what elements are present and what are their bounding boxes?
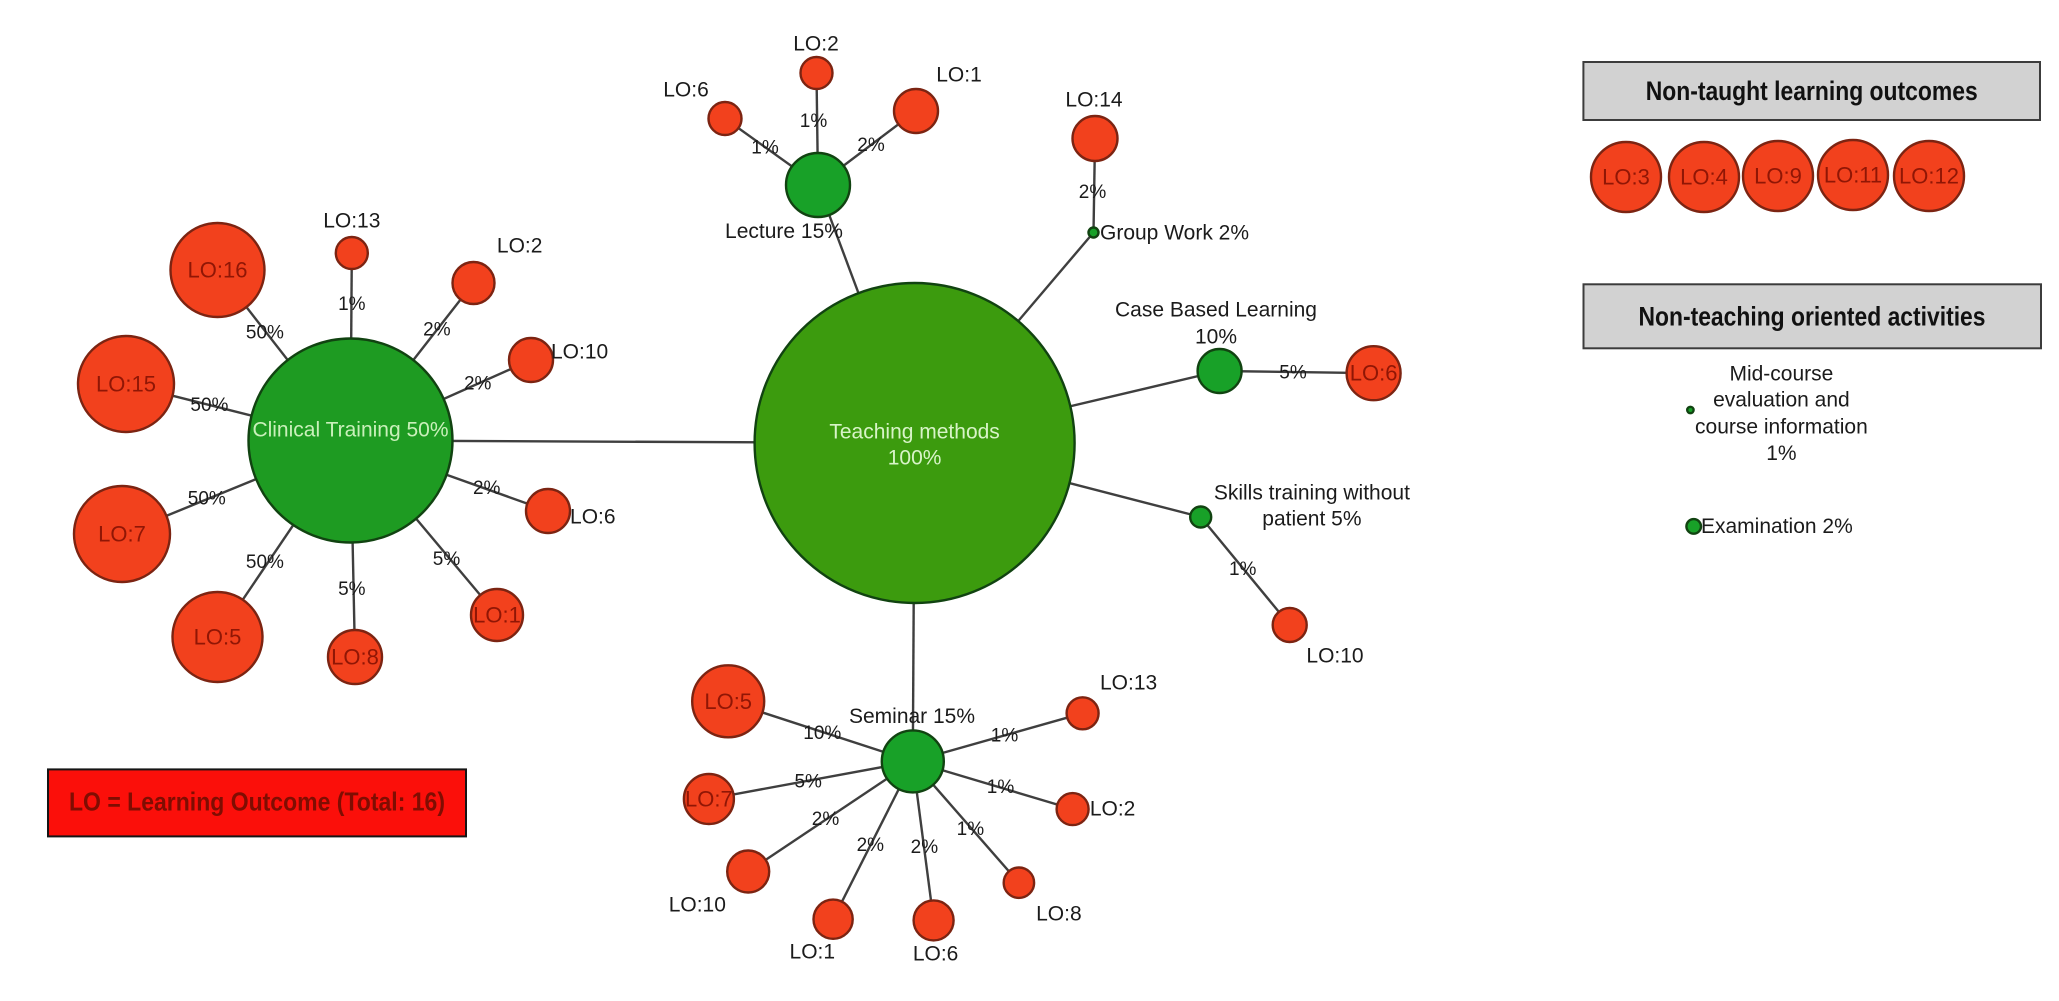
svg-text:LO:14: LO:14 bbox=[1065, 89, 1123, 112]
svg-text:5%: 5% bbox=[338, 579, 366, 600]
svg-text:1%: 1% bbox=[1229, 559, 1257, 580]
svg-text:LO:2: LO:2 bbox=[497, 235, 543, 258]
svg-text:LO:15: LO:15 bbox=[96, 372, 156, 397]
svg-text:LO:6: LO:6 bbox=[1350, 361, 1398, 386]
svg-text:LO:5: LO:5 bbox=[194, 625, 242, 650]
svg-text:LO:13: LO:13 bbox=[1100, 672, 1157, 695]
svg-text:LO = Learning Outcome (Total:: LO = Learning Outcome (Total: 16) bbox=[69, 786, 445, 816]
svg-text:LO:1: LO:1 bbox=[790, 941, 836, 964]
svg-text:2%: 2% bbox=[464, 373, 492, 394]
svg-text:1%: 1% bbox=[991, 726, 1019, 747]
svg-text:1%: 1% bbox=[987, 777, 1015, 798]
svg-text:LO:5: LO:5 bbox=[704, 689, 752, 714]
svg-text:LO:12: LO:12 bbox=[1899, 164, 1959, 189]
svg-text:2%: 2% bbox=[1079, 182, 1107, 203]
svg-text:50%: 50% bbox=[188, 489, 226, 510]
svg-text:Seminar 15%: Seminar 15% bbox=[849, 705, 975, 728]
svg-text:50%: 50% bbox=[190, 395, 228, 416]
svg-text:2%: 2% bbox=[423, 319, 451, 340]
svg-text:Teaching methods: Teaching methods bbox=[829, 421, 999, 444]
svg-text:Clinical Training 50%: Clinical Training 50% bbox=[252, 419, 448, 442]
svg-text:LO:11: LO:11 bbox=[1824, 163, 1882, 188]
svg-text:Non-teaching oriented activiti: Non-teaching oriented activities bbox=[1639, 302, 1986, 332]
svg-text:LO:3: LO:3 bbox=[1602, 165, 1650, 190]
svg-text:5%: 5% bbox=[433, 549, 461, 570]
svg-text:2%: 2% bbox=[857, 135, 885, 156]
svg-text:Case Based Learning: Case Based Learning bbox=[1115, 299, 1317, 322]
svg-text:LO:6: LO:6 bbox=[570, 506, 616, 529]
svg-text:LO:4: LO:4 bbox=[1680, 165, 1728, 190]
svg-text:1%: 1% bbox=[800, 111, 828, 132]
svg-text:Lecture 15%: Lecture 15% bbox=[725, 220, 843, 243]
svg-text:course information: course information bbox=[1695, 415, 1868, 438]
svg-text:LO:10: LO:10 bbox=[669, 894, 726, 917]
svg-text:Skills training without: Skills training without bbox=[1214, 482, 1410, 505]
svg-text:100%: 100% bbox=[888, 447, 942, 470]
svg-text:LO:1: LO:1 bbox=[936, 64, 982, 87]
svg-text:LO:10: LO:10 bbox=[1306, 645, 1363, 668]
svg-text:LO:2: LO:2 bbox=[1090, 798, 1136, 821]
svg-text:LO:7: LO:7 bbox=[685, 787, 733, 812]
svg-text:1%: 1% bbox=[338, 294, 366, 315]
svg-text:LO:2: LO:2 bbox=[793, 33, 839, 56]
svg-text:2%: 2% bbox=[812, 809, 840, 830]
svg-text:Examination 2%: Examination 2% bbox=[1701, 515, 1853, 538]
svg-text:LO:7: LO:7 bbox=[98, 522, 146, 547]
svg-text:LO:1: LO:1 bbox=[473, 603, 521, 628]
svg-text:LO:10: LO:10 bbox=[551, 341, 608, 364]
svg-text:1%: 1% bbox=[751, 138, 779, 159]
svg-text:LO:6: LO:6 bbox=[913, 943, 959, 966]
svg-text:LO:8: LO:8 bbox=[331, 645, 379, 670]
svg-text:50%: 50% bbox=[246, 552, 284, 573]
svg-text:5%: 5% bbox=[794, 772, 822, 793]
svg-text:10%: 10% bbox=[1195, 326, 1237, 349]
svg-text:LO:9: LO:9 bbox=[1754, 164, 1802, 189]
svg-text:LO:13: LO:13 bbox=[323, 210, 380, 233]
svg-text:LO:8: LO:8 bbox=[1036, 903, 1082, 926]
svg-text:2%: 2% bbox=[473, 478, 501, 499]
svg-text:10%: 10% bbox=[803, 723, 841, 744]
svg-text:1%: 1% bbox=[957, 819, 985, 840]
svg-text:2%: 2% bbox=[857, 835, 885, 856]
svg-text:Mid-course: Mid-course bbox=[1729, 362, 1833, 385]
svg-text:1%: 1% bbox=[1766, 442, 1796, 465]
svg-text:Non-taught learning outcomes: Non-taught learning outcomes bbox=[1646, 76, 1978, 106]
svg-text:LO:6: LO:6 bbox=[663, 79, 709, 102]
svg-text:LO:16: LO:16 bbox=[188, 258, 248, 283]
svg-text:2%: 2% bbox=[911, 837, 939, 858]
svg-text:5%: 5% bbox=[1279, 363, 1307, 384]
svg-text:Group Work 2%: Group Work 2% bbox=[1100, 222, 1249, 245]
svg-text:evaluation and: evaluation and bbox=[1713, 388, 1850, 411]
svg-text:patient 5%: patient 5% bbox=[1262, 508, 1361, 531]
svg-text:50%: 50% bbox=[246, 322, 284, 343]
